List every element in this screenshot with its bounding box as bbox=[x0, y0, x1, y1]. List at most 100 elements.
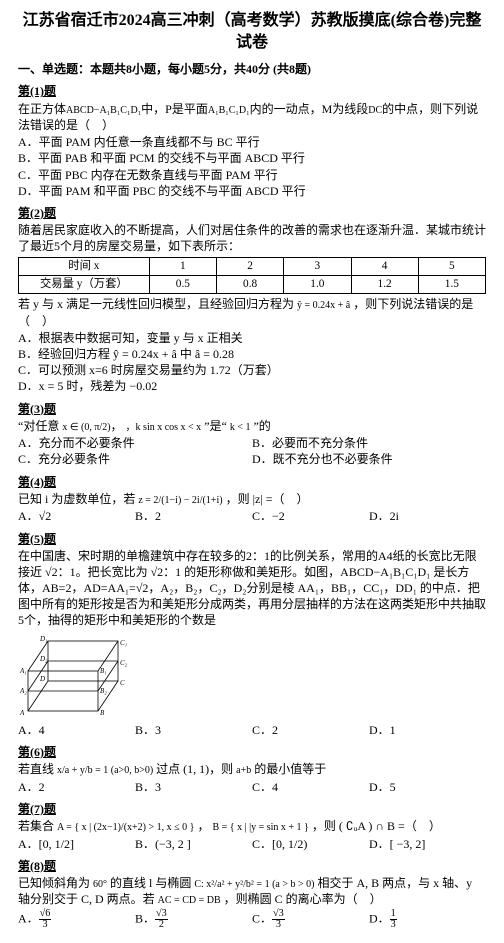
svg-text:C₂: C₂ bbox=[120, 659, 128, 667]
q2-options: A．根据表中数据可知，变量 y 与 x 正相关 B．经验回归方程 ŷ = 0.2… bbox=[18, 330, 486, 395]
q6-ab: a+b bbox=[236, 765, 251, 776]
q7-b: ，则 ( ∁ᵤA ) ∩ B =（ ） bbox=[312, 819, 441, 833]
q6-opt-d: D．5 bbox=[369, 779, 486, 795]
q6-number: 第(6)题 bbox=[18, 744, 486, 760]
q2-r1c2: 2 bbox=[217, 257, 284, 275]
svg-text:D: D bbox=[39, 675, 45, 683]
q2-r2c4: 1.2 bbox=[351, 275, 418, 293]
q6-options: A．2 B．3 C．4 D．5 bbox=[18, 779, 486, 795]
q1-stem-part2: 中，P是平面 bbox=[141, 102, 208, 116]
q8-d-den: 3 bbox=[390, 920, 397, 930]
q2-r1c5: 5 bbox=[418, 257, 485, 275]
section-1-header: 一、单选题：本题共8小题，每小题5分，共40分 (共8题) bbox=[18, 61, 486, 77]
q3-c: ”是“ bbox=[204, 419, 227, 433]
q2-r1c3: 3 bbox=[284, 257, 351, 275]
q1-dc: DC bbox=[368, 105, 382, 116]
q8-ell: C: x²/a² + y²/b² = 1 (a > b > 0) bbox=[194, 879, 314, 890]
q7-options: A．[0, 1/2] B．(−3, 2 ] C．[0, 1/2) D．[ −3,… bbox=[18, 836, 486, 852]
q3-opt-c: C．充分必要条件 bbox=[18, 451, 252, 467]
q1-abcd: ABCD−A₁B₁C₁D₁ bbox=[66, 105, 141, 116]
q8-number: 第(8)题 bbox=[18, 858, 486, 874]
q8-eq: AC = CD = DB bbox=[158, 895, 221, 906]
q3-k: k < 1 bbox=[230, 422, 251, 433]
q6-b: 过点 (1, 1)，则 bbox=[156, 762, 233, 776]
svg-text:A₂: A₂ bbox=[19, 687, 27, 695]
q8-d-num: 1 bbox=[390, 909, 397, 920]
q8-b-den: 2 bbox=[155, 920, 168, 930]
table-row: 时间 x 1 2 3 4 5 bbox=[19, 257, 486, 275]
q4-b: ，则 |z| =（ ） bbox=[226, 492, 309, 506]
q8-c-num: √3 bbox=[272, 909, 285, 920]
q6-stem: 若直线 x/a + y/b = 1 (a>0, b>0) 过点 (1, 1)，则… bbox=[18, 761, 486, 778]
q5-opt-c: C．2 bbox=[252, 722, 369, 738]
q1-stem-part3: 内的一动点，M为线段 bbox=[250, 102, 369, 116]
q2-opt-a: A．根据表中数据可知，变量 y 与 x 正相关 bbox=[18, 330, 486, 346]
q8-opt-d: D．13 bbox=[369, 909, 486, 930]
svg-text:B₂: B₂ bbox=[100, 687, 107, 695]
q4-opt-c: C．−2 bbox=[252, 508, 369, 524]
q2-reg-eq: ŷ = 0.24x + â bbox=[297, 300, 350, 311]
q8-opt-c: C．√33 bbox=[252, 909, 369, 930]
q3-opt-b: B．必要而不充分条件 bbox=[252, 435, 486, 451]
q4-opt-b: B．2 bbox=[135, 508, 252, 524]
q1-number: 第(1)题 bbox=[18, 83, 486, 99]
q8-c-pre: C． bbox=[252, 911, 272, 925]
q2-r1c1: 1 bbox=[149, 257, 216, 275]
q8-opt-b: B．√32 bbox=[135, 909, 252, 930]
q2-opt-c: C．可以预测 x=6 时房屋交易量约为 1.72（万套） bbox=[18, 362, 486, 378]
q5-number: 第(5)题 bbox=[18, 531, 486, 547]
q1-opt-b: B．平面 PAB 和平面 PCM 的交线不与平面 ABCD 平行 bbox=[18, 150, 486, 166]
q1-stem-part1: 在正方体 bbox=[18, 102, 66, 116]
q2-r2c2: 0.8 bbox=[217, 275, 284, 293]
q5-opt-b: B．3 bbox=[135, 722, 252, 738]
q2-opt-d: D．x = 5 时，残差为 −0.02 bbox=[18, 378, 486, 394]
q2-stem2: 若 y 与 x 满足一元线性回归模型，且经验回归方程为 ŷ = 0.24x + … bbox=[18, 296, 486, 329]
q4-a: 已知 i 为虚数单位，若 bbox=[18, 492, 135, 506]
q8-a-den: 3 bbox=[39, 920, 52, 930]
q2-r2c3: 1.0 bbox=[284, 275, 351, 293]
q1-opt-d: D．平面 PAM 和平面 PBC 的交线不与平面 ABCD 平行 bbox=[18, 183, 486, 199]
q2-opt-b: B．经验回归方程 ŷ = 0.24x + â 中 â = 0.28 bbox=[18, 346, 486, 362]
q8-b-pre: B． bbox=[135, 911, 155, 925]
exam-title: 江苏省宿迁市2024高三冲刺（高考数学）苏教版摸底(综合卷)完整试卷 bbox=[18, 10, 486, 53]
svg-text:A: A bbox=[19, 709, 25, 716]
q5-diagram: A₁B₁ C₁D₁ A₂B₂ C₂D₂ AB CD bbox=[18, 631, 486, 720]
q3-int: x ∈ (0, π/2) bbox=[62, 422, 110, 433]
q2-r1c4: 4 bbox=[351, 257, 418, 275]
q5-opt-a: A．4 bbox=[18, 722, 135, 738]
q5-options: A．4 B．3 C．2 D．1 bbox=[18, 722, 486, 738]
q4-options: A．√2 B．2 C．−2 D．2i bbox=[18, 508, 486, 524]
svg-text:C: C bbox=[120, 679, 125, 687]
q7-stem: 若集合 A = { x | (2x−1)/(x+2) > 1, x ≤ 0 } … bbox=[18, 818, 486, 835]
svg-text:D₂: D₂ bbox=[39, 655, 48, 663]
q8-a: 已知倾斜角为 bbox=[18, 876, 90, 890]
table-row: 交易量 y（万套） 0.5 0.8 1.0 1.2 1.5 bbox=[19, 275, 486, 293]
q4-opt-d: D．2i bbox=[369, 508, 486, 524]
svg-text:B: B bbox=[100, 709, 105, 716]
q4-number: 第(4)题 bbox=[18, 474, 486, 490]
q8-d: ，则椭圆 C 的离心率为（ ） bbox=[224, 892, 382, 906]
q5-stem: 在中国唐、宋时期的单檐建筑中存在较多的2：1的比例关系，常用的A4纸的长宽比无限… bbox=[18, 548, 486, 629]
q2-r2c1: 0.5 bbox=[149, 275, 216, 293]
q8-ang: 60° bbox=[93, 879, 107, 890]
q3-opt-a: A．充分而不必要条件 bbox=[18, 435, 252, 451]
q8-options: A．√63 B．√32 C．√33 D．13 bbox=[18, 909, 486, 930]
q3-d: ”的 bbox=[253, 419, 270, 433]
svg-text:A₁: A₁ bbox=[19, 667, 27, 675]
q7-setB: B = { x | |y = sin x + 1 } bbox=[212, 822, 308, 833]
svg-text:C₁: C₁ bbox=[120, 639, 127, 647]
q3-options: A．充分而不必要条件 B．必要而不充分条件 C．充分必要条件 D．既不充分也不必… bbox=[18, 435, 486, 467]
q4-stem: 已知 i 为虚数单位，若 z = 2/(1−i) − 2i/(1+i) ，则 |… bbox=[18, 491, 486, 508]
q7-opt-a: A．[0, 1/2] bbox=[18, 836, 135, 852]
q6-opt-c: C．4 bbox=[252, 779, 369, 795]
q8-opt-a: A．√63 bbox=[18, 909, 135, 930]
q2-stem2a: 若 y 与 x 满足一元线性回归模型，且经验回归方程为 bbox=[18, 297, 294, 311]
q2-stem1: 随着居民家庭收入的不断提高，人们对居住条件的改善的需求也在逐渐升温．某城市统计了… bbox=[18, 222, 486, 254]
q6-d: 的最小值等于 bbox=[254, 762, 326, 776]
cuboid-icon: A₁B₁ C₁D₁ A₂B₂ C₂D₂ AB CD bbox=[18, 631, 138, 716]
q3-number: 第(3)题 bbox=[18, 401, 486, 417]
q7-opt-b: B．(−3, 2 ] bbox=[135, 836, 252, 852]
q7-opt-c: C．[0, 1/2) bbox=[252, 836, 369, 852]
q1-stem: 在正方体ABCD−A₁B₁C₁D₁中，P是平面A₁B₁C₁D₁内的一动点，M为线… bbox=[18, 101, 486, 134]
svg-text:D₁: D₁ bbox=[39, 635, 48, 643]
